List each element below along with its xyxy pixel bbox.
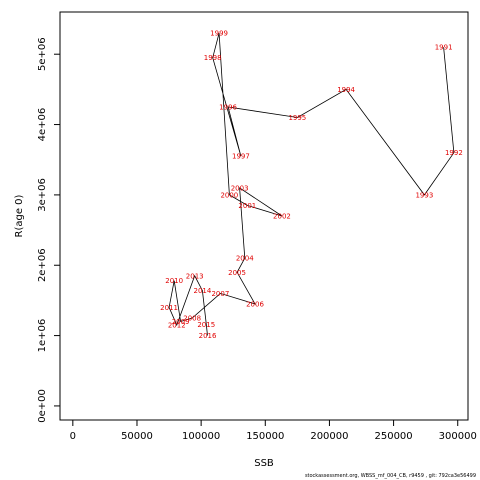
y-axis: 0e+00 1e+06 2e+06 3e+06 4e+06 5e+06 [37,37,60,423]
stock-recruitment-trajectory [168,32,455,336]
y-tick-label: 3e+06 [37,178,48,212]
year-label-1999: 1999 [210,30,228,38]
y-axis-title: R(age 0) [14,194,25,237]
year-label-2002: 2002 [273,213,291,221]
year-label-2004: 2004 [236,255,254,263]
footer-note: stockassessment.org, WBSS_mf_004_CB, r94… [304,473,476,479]
x-tick-label: 250000 [374,431,412,442]
plot-frame [59,11,469,421]
y-tick-label: 1e+06 [37,319,48,353]
x-tick-label: 200000 [310,431,348,442]
year-label-1991: 1991 [435,44,453,52]
year-labels: 1991 1992 1993 1994 1995 1996 1997 1998 1999 2000… [160,30,463,340]
y-tick-label: 0e+00 [37,389,48,423]
x-axis: 0 50000 100000 150000 200000 250000 300000 [70,420,477,442]
x-tick-label: 150000 [246,431,284,442]
year-label-2012: 2012 [168,322,186,330]
x-tick-label: 0 [70,431,76,442]
year-label-2008: 2008 [183,315,201,323]
y-tick-label: 2e+06 [37,248,48,282]
year-label-1996: 1996 [219,103,237,111]
year-label-2001: 2001 [238,202,256,210]
year-label-2009: 2009 [172,318,190,326]
year-label-2007: 2007 [211,290,229,298]
y-tick-label: 4e+06 [37,108,48,142]
year-label-2010: 2010 [165,277,183,285]
year-label-2003: 2003 [231,184,249,192]
x-tick-label: 300000 [439,431,477,442]
year-label-2014: 2014 [194,287,212,295]
year-label-1995: 1995 [288,114,306,122]
year-label-2011: 2011 [160,304,178,312]
trajectory-line [168,32,455,336]
year-label-2005: 2005 [228,269,246,277]
year-label-2015: 2015 [197,321,215,329]
year-label-2016: 2016 [199,332,217,340]
year-label-1992: 1992 [445,149,463,157]
year-label-2013: 2013 [186,272,204,280]
year-label-1993: 1993 [415,191,433,199]
x-axis-title: SSB [254,458,274,469]
x-tick-label: 50000 [121,431,153,442]
year-label-1994: 1994 [337,86,355,94]
year-label-1997: 1997 [232,153,250,161]
y-tick-label: 5e+06 [37,37,48,71]
year-label-2000: 2000 [220,191,238,199]
x-tick-label: 100000 [182,431,220,442]
year-label-2006: 2006 [246,300,264,308]
year-label-1998: 1998 [204,54,222,62]
